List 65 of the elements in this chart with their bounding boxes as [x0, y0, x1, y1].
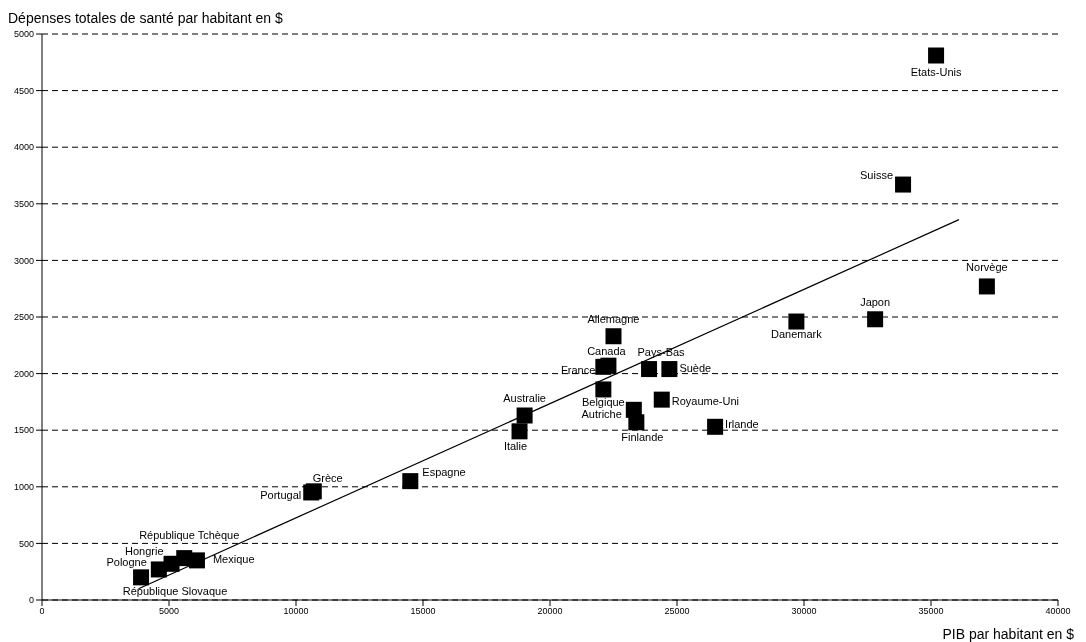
data-label: France	[561, 363, 596, 376]
data-label: République Slovaque	[122, 585, 228, 598]
point	[653, 391, 670, 408]
data-label: Canada	[587, 344, 627, 357]
data-label: Danemark	[771, 328, 823, 341]
point	[661, 361, 678, 378]
data-label: Suisse	[860, 169, 894, 182]
data-label: Royaume-Uni	[671, 394, 740, 407]
data-label: République Tchèque	[139, 529, 240, 542]
y-tick-label: 1000	[13, 481, 34, 492]
y-tick-label: 5000	[13, 29, 34, 40]
point	[928, 47, 945, 64]
point	[867, 311, 884, 328]
data-label: Norvège	[966, 261, 1008, 274]
x-tick-label: 30000	[791, 606, 817, 617]
y-tick-label: 2500	[13, 312, 34, 323]
y-tick-label: 3000	[13, 255, 34, 266]
data-label: Belgique	[581, 396, 625, 409]
point	[511, 423, 528, 440]
point	[133, 569, 150, 586]
data-label: Allemagne	[587, 313, 640, 326]
point	[595, 381, 612, 398]
point	[628, 414, 645, 431]
point	[605, 328, 622, 345]
x-tick-label: 20000	[537, 606, 563, 617]
data-label: Italie	[503, 440, 528, 453]
x-tick-label: 35000	[918, 606, 944, 617]
y-axis-title: Dépenses totales de santé par habitant en $	[8, 10, 283, 26]
data-label: Hongrie	[125, 544, 164, 557]
point	[188, 552, 205, 569]
x-tick-label: 0	[39, 606, 45, 617]
data-label: Grèce	[312, 472, 343, 485]
y-tick-label: 4000	[13, 142, 34, 153]
y-tick-label: 500	[18, 538, 34, 549]
data-label: Etats-Unis	[910, 66, 962, 79]
data-label: Autriche	[581, 407, 622, 420]
point	[978, 278, 995, 295]
x-tick-label: 5000	[158, 606, 180, 617]
x-axis-title: PIB par habitant en $	[942, 626, 1074, 642]
point	[707, 418, 724, 435]
data-label: Australie	[503, 392, 546, 405]
data-label: Irlande	[725, 417, 759, 430]
data-label: Suède	[679, 361, 712, 374]
point	[402, 473, 419, 490]
y-tick-label: 4500	[13, 85, 34, 96]
data-label: Japon	[860, 296, 891, 309]
x-tick-label: 40000	[1045, 606, 1071, 617]
point	[150, 561, 167, 578]
data-label: Portugal	[260, 489, 302, 502]
point	[895, 176, 912, 193]
data-label: Mexique	[212, 553, 255, 566]
point	[595, 358, 612, 375]
point	[641, 361, 658, 378]
data-label: Pologne	[106, 556, 147, 569]
data-label: Finlande	[621, 431, 664, 444]
y-tick-label: 2000	[13, 368, 34, 379]
data-label: Espagne	[422, 466, 466, 479]
y-tick-label: 3500	[13, 199, 34, 209]
y-tick-label: 0	[28, 595, 34, 606]
y-tick-label: 1500	[13, 425, 34, 436]
point	[788, 313, 805, 330]
point	[516, 407, 533, 424]
x-tick-label: 10000	[283, 606, 309, 617]
x-tick-label: 15000	[410, 606, 436, 617]
x-tick-label: 25000	[664, 606, 690, 617]
